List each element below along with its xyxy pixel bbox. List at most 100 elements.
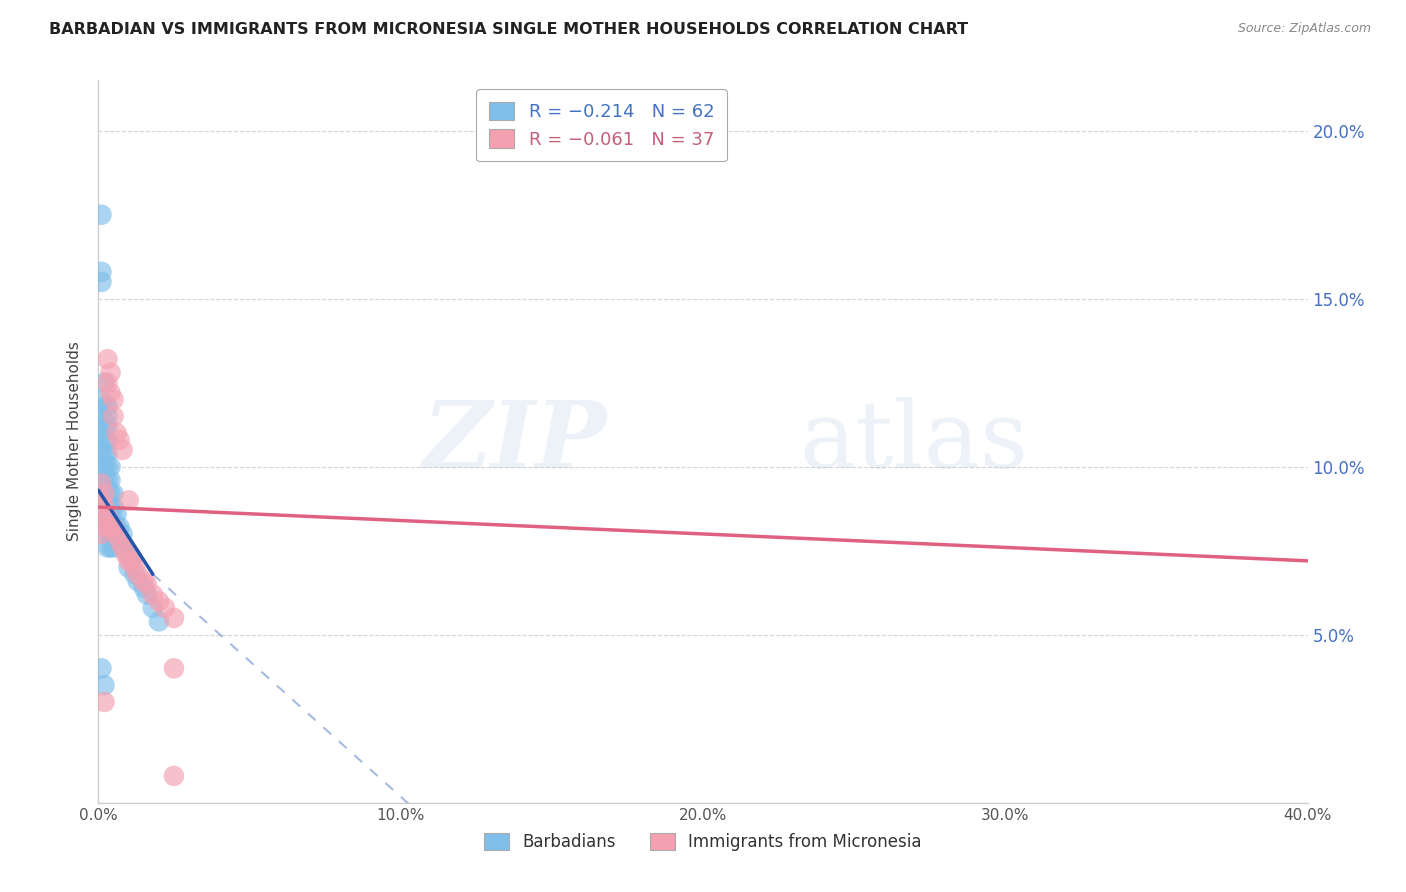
Point (90, 275, 112, 289)
Point (96, 473, 118, 487)
Point (96, 446, 118, 460)
Point (93, 500, 115, 514)
Point (96, 409, 118, 424)
Point (105, 533, 128, 548)
Y-axis label: Single Mother Households: Single Mother Households (67, 342, 83, 541)
Point (103, 527, 125, 541)
Point (90, 527, 112, 541)
Point (93, 459, 115, 474)
Point (93, 433, 115, 447)
Point (118, 493, 141, 508)
Legend: Barbadians, Immigrants from Micronesia: Barbadians, Immigrants from Micronesia (477, 825, 929, 860)
Point (142, 600, 165, 615)
Point (163, 661, 186, 675)
Point (96, 527, 118, 541)
Point (93, 486, 115, 500)
Point (96, 399, 118, 413)
Point (127, 574, 149, 588)
Point (93, 473, 115, 487)
Point (90, 476, 112, 491)
Point (111, 541, 134, 555)
Point (105, 520, 128, 534)
Point (142, 587, 165, 601)
Point (135, 587, 157, 601)
Point (163, 769, 186, 783)
Point (111, 442, 134, 457)
Point (124, 567, 146, 582)
Point (163, 611, 186, 625)
Point (148, 615, 170, 629)
Point (100, 473, 122, 487)
Point (121, 554, 143, 568)
Point (90, 392, 112, 407)
Point (96, 419, 118, 434)
Text: atlas: atlas (800, 397, 1029, 486)
Point (103, 541, 125, 555)
Point (93, 514, 115, 528)
Point (96, 352, 118, 367)
Point (93, 486, 115, 500)
Point (96, 500, 118, 514)
Point (93, 695, 115, 709)
Point (108, 533, 131, 548)
Point (108, 533, 131, 548)
Point (90, 409, 112, 424)
Point (111, 541, 134, 555)
Point (100, 459, 122, 474)
Point (96, 510, 118, 524)
Point (96, 514, 118, 528)
Point (90, 208, 112, 222)
Point (96, 459, 118, 474)
Point (105, 426, 128, 441)
Point (93, 399, 115, 413)
Point (108, 520, 131, 534)
Point (100, 520, 122, 534)
Point (132, 581, 155, 595)
Point (100, 514, 122, 528)
Point (100, 500, 122, 514)
Point (148, 594, 170, 608)
Point (96, 486, 118, 500)
Point (103, 486, 125, 500)
Point (90, 442, 112, 457)
Point (96, 376, 118, 390)
Point (93, 446, 115, 460)
Point (90, 459, 112, 474)
Point (93, 678, 115, 692)
Point (108, 433, 131, 447)
Point (118, 560, 141, 574)
Point (96, 541, 118, 555)
Point (105, 507, 128, 521)
Text: ZIP: ZIP (422, 397, 606, 486)
Point (114, 543, 136, 558)
Point (90, 476, 112, 491)
Point (93, 500, 115, 514)
Point (90, 661, 112, 675)
Point (93, 520, 115, 534)
Point (100, 541, 122, 555)
Point (100, 385, 122, 400)
Point (90, 493, 112, 508)
Point (90, 426, 112, 441)
Point (103, 514, 125, 528)
Point (100, 527, 122, 541)
Point (103, 392, 125, 407)
Point (135, 577, 157, 591)
Point (103, 520, 125, 534)
Point (111, 527, 134, 541)
Point (121, 554, 143, 568)
Point (118, 554, 141, 568)
Point (96, 433, 118, 447)
Point (103, 500, 125, 514)
Point (118, 547, 141, 561)
Point (90, 510, 112, 524)
Point (124, 560, 146, 574)
Point (93, 419, 115, 434)
Point (100, 486, 122, 500)
Point (93, 376, 115, 390)
Text: BARBADIAN VS IMMIGRANTS FROM MICRONESIA SINGLE MOTHER HOUSEHOLDS CORRELATION CHA: BARBADIAN VS IMMIGRANTS FROM MICRONESIA … (49, 22, 969, 37)
Point (100, 366, 122, 380)
Point (153, 600, 176, 615)
Text: Source: ZipAtlas.com: Source: ZipAtlas.com (1237, 22, 1371, 36)
Point (105, 527, 128, 541)
